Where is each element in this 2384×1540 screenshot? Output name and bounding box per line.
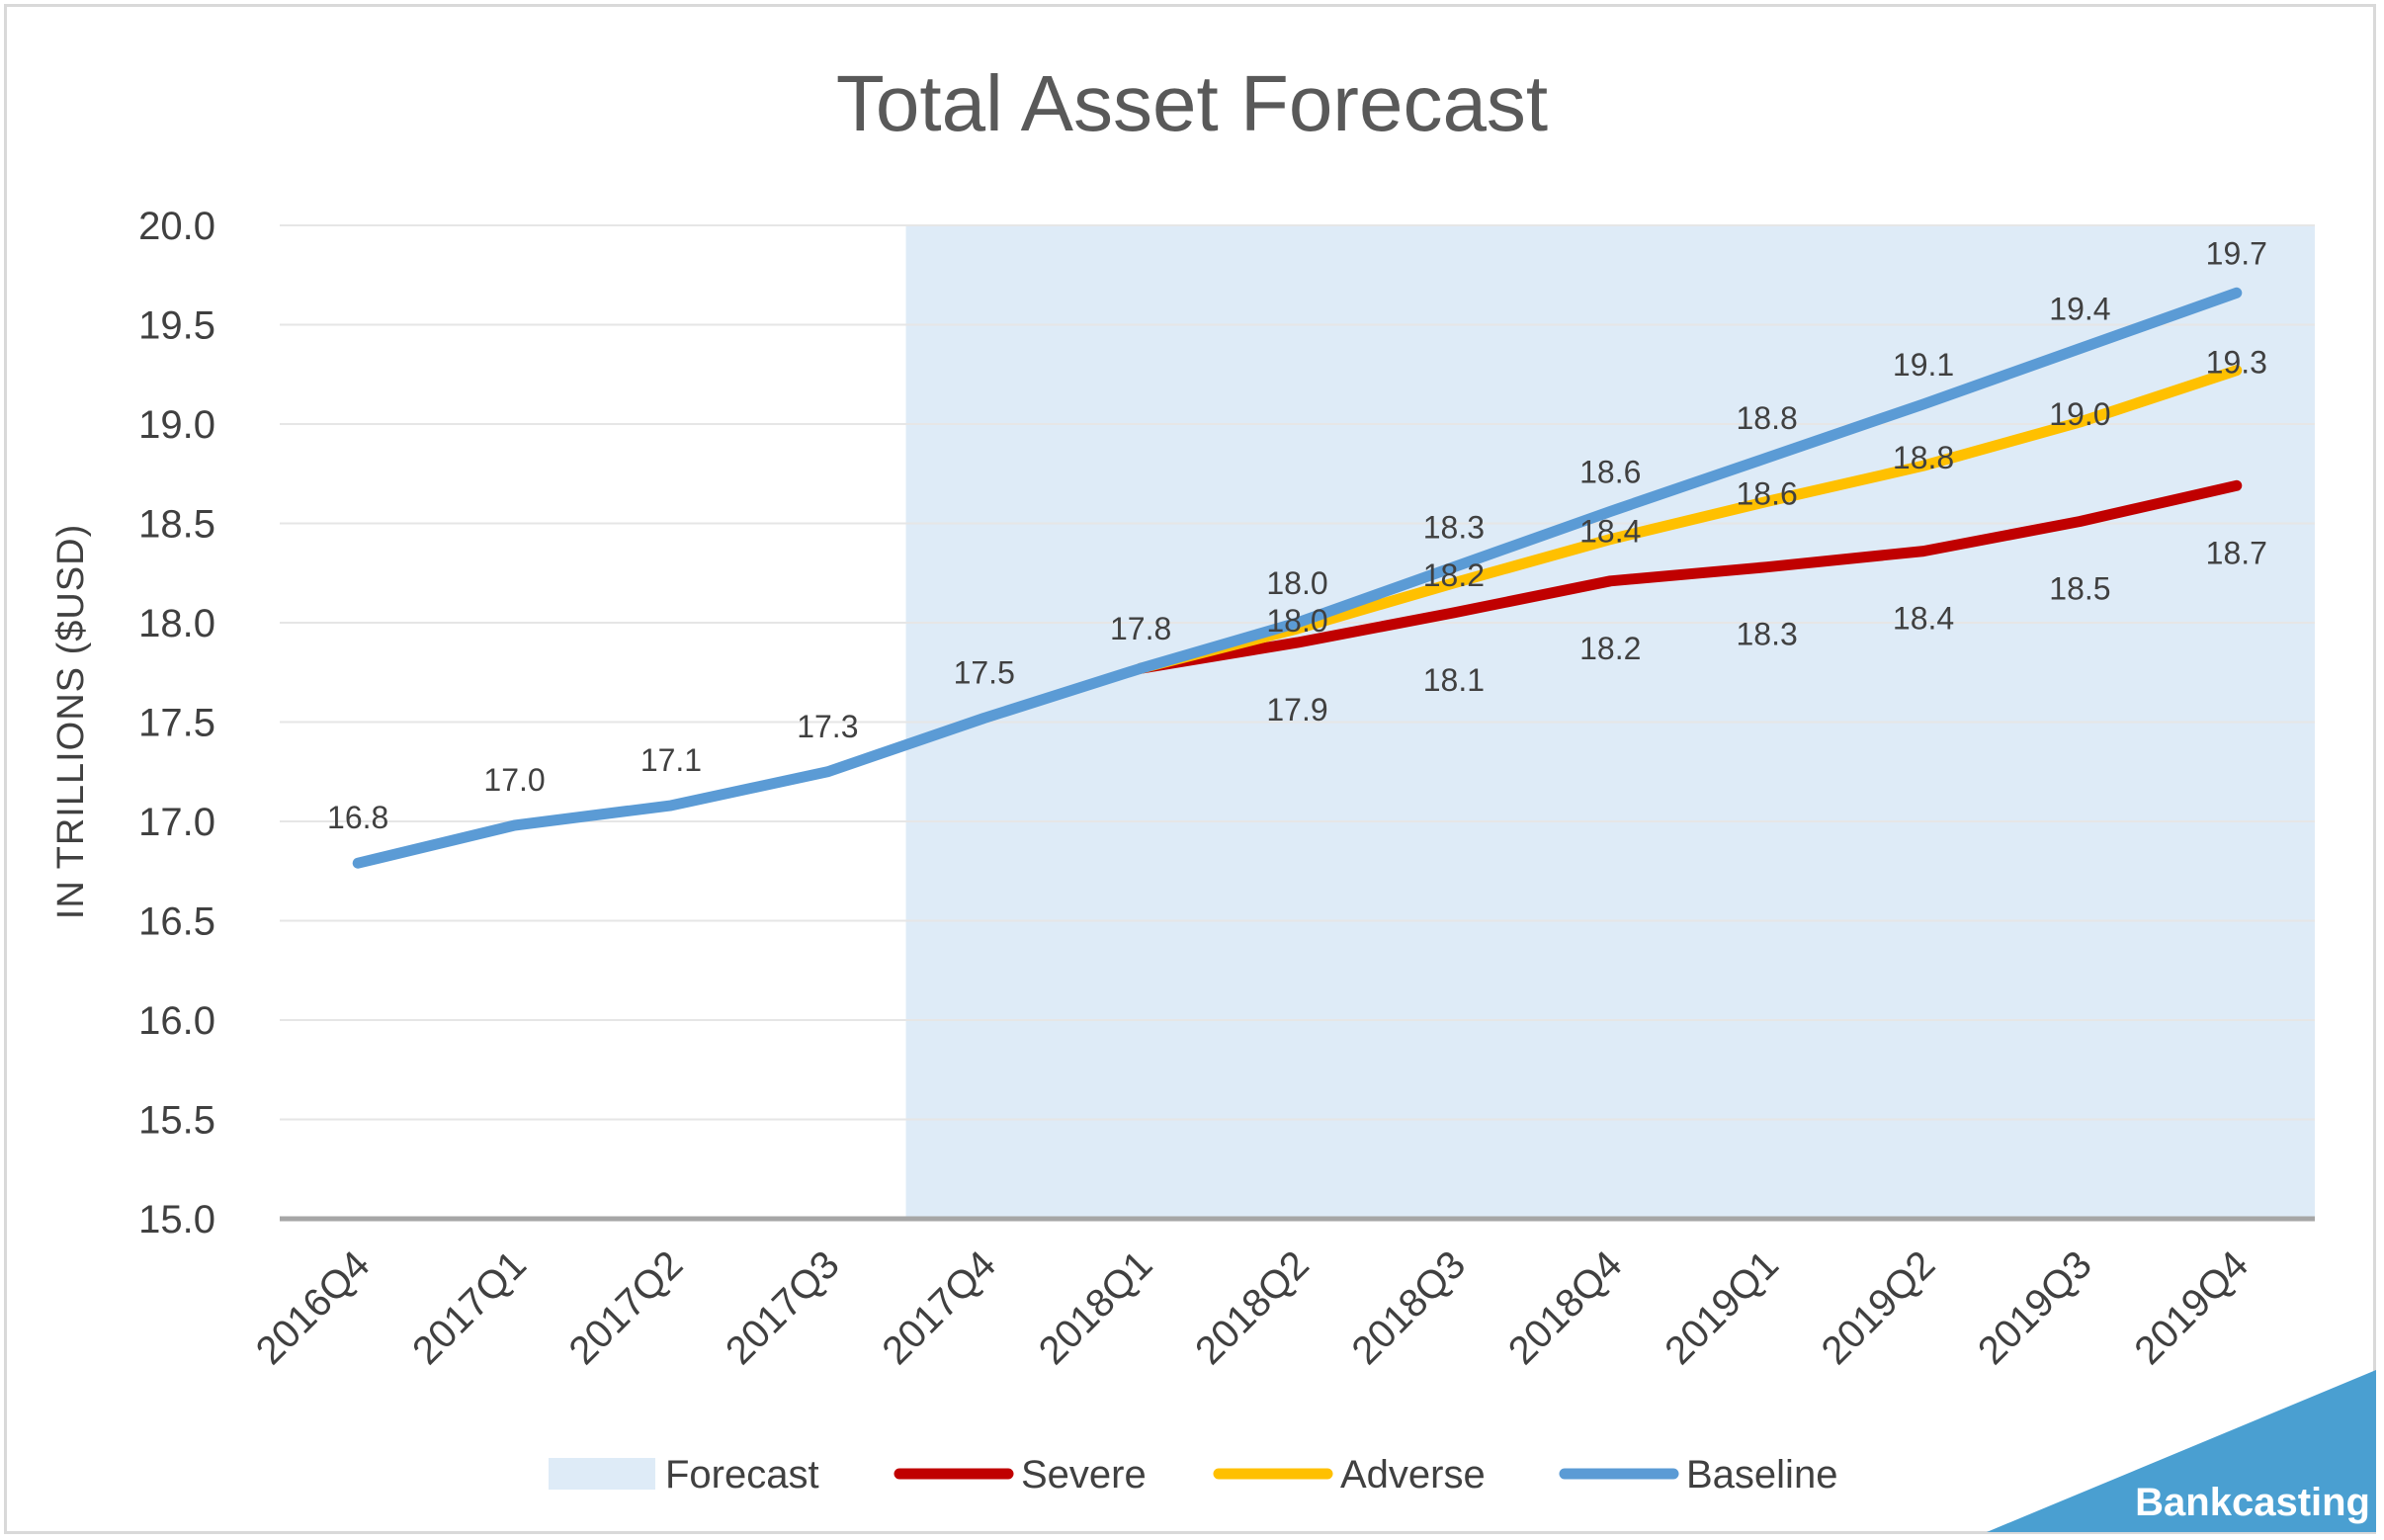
y-tick-label: 19.0 [138, 403, 215, 447]
y-tick-label: 20.0 [138, 205, 215, 248]
x-tick-label: 2017Q1 [404, 1242, 535, 1373]
data-label-baseline: 17.0 [483, 762, 545, 798]
data-label-baseline: 18.8 [1737, 400, 1798, 436]
y-tick-label: 16.0 [138, 999, 215, 1043]
legend-label-adverse: Adverse [1340, 1453, 1486, 1497]
y-tick-label: 18.5 [138, 503, 215, 547]
y-tick-label: 19.5 [138, 304, 215, 348]
chart-frame [4, 4, 2376, 1534]
x-tick-label: 2018Q3 [1343, 1242, 1474, 1373]
data-label-baseline: 17.8 [1110, 611, 1171, 646]
data-label-adverse: 18.4 [1579, 514, 1641, 550]
bankcasting-logo-text: Bankcasting [2135, 1481, 2370, 1524]
data-label-severe: 18.5 [2049, 570, 2110, 606]
series-line-baseline [352, 287, 2243, 869]
data-label-severe: 18.7 [2206, 535, 2267, 570]
legend-item-severe: Severe [894, 1453, 1147, 1497]
y-tick-label: 15.5 [138, 1099, 215, 1143]
bankcasting-logo: Bankcasting [1987, 1370, 2376, 1532]
data-label-baseline: 18.3 [1423, 510, 1485, 546]
x-tick-label: 2019Q1 [1657, 1242, 1787, 1373]
x-tick-label: 2017Q3 [718, 1242, 848, 1373]
data-label-baseline: 17.5 [954, 654, 1015, 690]
legend-label-forecast: Forecast [665, 1453, 819, 1497]
data-label-adverse: 18.2 [1423, 557, 1485, 593]
y-tick-label: 17.5 [138, 702, 215, 745]
data-label-baseline: 16.8 [327, 800, 388, 835]
legend-item-adverse: Adverse [1213, 1453, 1486, 1497]
data-label-adverse: 18.6 [1737, 475, 1798, 511]
x-tick-label: 2019Q4 [2126, 1242, 2256, 1373]
data-label-severe: 18.1 [1423, 662, 1485, 698]
data-label-baseline: 19.4 [2049, 292, 2110, 327]
data-label-baseline: 19.1 [1893, 347, 1954, 383]
data-label-baseline: 19.7 [2206, 235, 2267, 271]
data-label-adverse: 19.3 [2206, 345, 2267, 381]
legend-label-severe: Severe [1021, 1453, 1147, 1497]
legend-item-forecast: Forecast [549, 1453, 819, 1497]
x-tick-label: 2017Q2 [561, 1242, 692, 1373]
data-label-baseline: 17.1 [640, 742, 702, 778]
data-label-baseline: 18.0 [1266, 565, 1327, 601]
legend-label-baseline: Baseline [1686, 1453, 1837, 1497]
data-label-baseline: 17.3 [797, 709, 858, 744]
series-line-adverse [1135, 365, 2243, 674]
chart-title: Total Asset Forecast [836, 59, 1548, 147]
y-axis-label: IN TRILLIONS ($USD) [50, 524, 92, 919]
x-tick-label: 2019Q3 [1970, 1242, 2100, 1373]
x-tick-label: 2016Q4 [248, 1242, 379, 1373]
data-label-severe: 18.2 [1579, 631, 1641, 666]
data-label-severe: 17.9 [1266, 692, 1327, 727]
legend-item-baseline: Baseline [1559, 1453, 1837, 1497]
y-tick-label: 18.0 [138, 602, 215, 645]
x-tick-label: 2018Q1 [1031, 1242, 1161, 1373]
data-label-adverse: 19.0 [2049, 396, 2110, 432]
data-label-adverse: 18.8 [1893, 440, 1954, 475]
y-tick-label: 15.0 [138, 1198, 215, 1241]
series-line-severe [1135, 479, 2243, 674]
x-tick-label: 2019Q2 [1814, 1242, 1944, 1373]
x-tick-label: 2018Q4 [1500, 1242, 1631, 1373]
x-tick-label: 2017Q4 [874, 1242, 1004, 1373]
data-label-severe: 18.3 [1737, 617, 1798, 652]
x-tick-label: 2018Q2 [1187, 1242, 1318, 1373]
data-label-adverse: 18.0 [1266, 603, 1327, 639]
y-tick-label: 16.5 [138, 900, 215, 944]
data-label-baseline: 18.6 [1579, 454, 1641, 489]
data-label-severe: 18.4 [1893, 601, 1954, 637]
y-tick-label: 17.0 [138, 801, 215, 844]
legend-swatch-forecast [549, 1458, 655, 1490]
